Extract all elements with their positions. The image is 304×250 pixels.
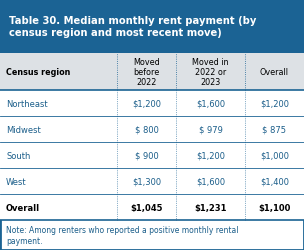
Text: Moved in
2022 or
2023: Moved in 2022 or 2023 (192, 58, 229, 87)
Text: Overall: Overall (260, 68, 289, 77)
Text: $1,045: $1,045 (130, 203, 163, 212)
Text: Overall: Overall (6, 203, 40, 212)
Text: $ 875: $ 875 (262, 125, 286, 134)
Text: $1,600: $1,600 (196, 99, 225, 108)
Text: $1,200: $1,200 (196, 151, 225, 160)
Text: Table 30. Median monthly rent payment (by
census region and most recent move): Table 30. Median monthly rent payment (b… (9, 16, 257, 38)
Bar (0, 54, 304, 91)
Text: $1,300: $1,300 (132, 177, 161, 186)
Bar (0, 143, 304, 169)
Text: $1,000: $1,000 (260, 151, 289, 160)
Text: $ 900: $ 900 (135, 151, 159, 160)
Text: South: South (6, 151, 30, 160)
Text: $1,100: $1,100 (258, 203, 291, 212)
Text: $1,231: $1,231 (194, 203, 227, 212)
Bar (0, 168, 304, 194)
Bar (0, 194, 304, 220)
Text: $1,600: $1,600 (196, 177, 225, 186)
Text: Northeast: Northeast (6, 99, 48, 108)
Text: $ 800: $ 800 (135, 125, 159, 134)
Text: Midwest: Midwest (6, 125, 41, 134)
Text: $1,400: $1,400 (260, 177, 289, 186)
Text: $ 979: $ 979 (199, 125, 223, 134)
Text: $1,200: $1,200 (132, 99, 161, 108)
Text: West: West (6, 177, 27, 186)
Text: $1,200: $1,200 (260, 99, 289, 108)
Bar (0, 0, 304, 54)
Text: Note: Among renters who reported a positive monthly rental
payment.: Note: Among renters who reported a posit… (6, 225, 239, 245)
Text: Moved
before
2022: Moved before 2022 (133, 58, 160, 87)
Text: Census region: Census region (6, 68, 71, 77)
Bar (0, 117, 304, 143)
Bar (0, 91, 304, 117)
